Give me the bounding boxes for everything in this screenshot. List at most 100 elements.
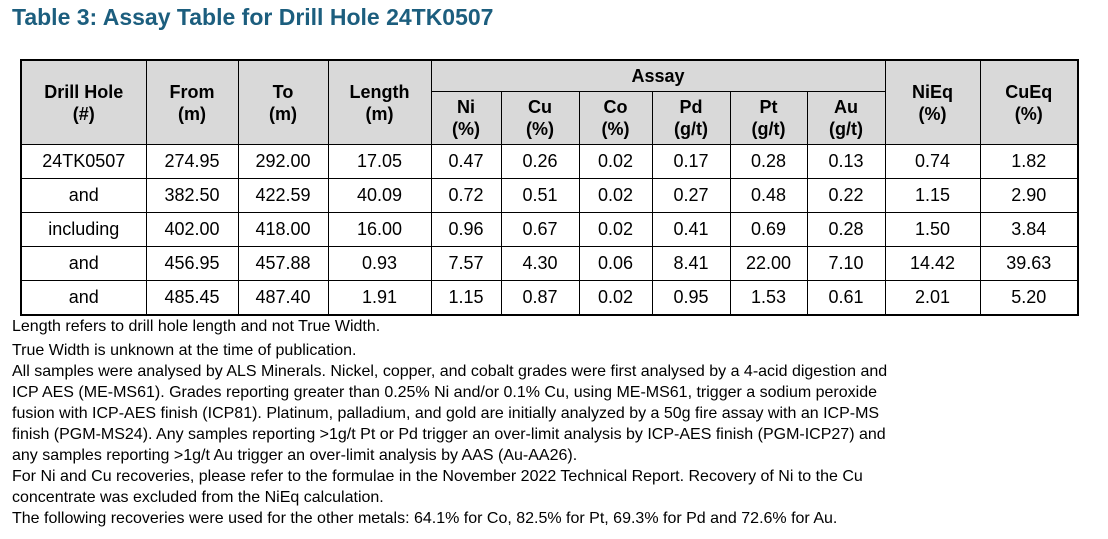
table-cell: 24TK0507: [20, 144, 147, 179]
footnotes: Length refers to drill hole length and n…: [12, 316, 887, 529]
header-line: Cu: [528, 97, 552, 117]
header-line: (g/t): [751, 119, 786, 139]
header-line: Length: [349, 81, 410, 102]
table-cell: 14.42: [884, 246, 981, 281]
header-line: (%): [918, 103, 947, 124]
header-line: Co: [603, 97, 628, 117]
table-cell: 7.10: [806, 246, 886, 281]
table-cell: 457.88: [237, 246, 329, 281]
table-cell: 0.13: [806, 144, 886, 179]
footnote-line: concentrate was excluded from the NiEq c…: [12, 489, 384, 506]
table-cell: 0.48: [729, 178, 808, 213]
table-row: and 485.45 487.40 1.91 1.15 0.87 0.02 0.95 1.53 0…: [20, 280, 1079, 316]
table-cell: 487.40: [237, 280, 329, 316]
table-cell: 0.87: [500, 280, 580, 316]
header-line: From: [169, 81, 215, 102]
header-line: (m): [365, 103, 394, 124]
header-line: To: [272, 81, 294, 102]
header-line: (g/t): [674, 119, 708, 139]
table-cell: 0.27: [651, 178, 731, 213]
table-cell: 5.20: [979, 280, 1079, 316]
table-cell: 0.02: [578, 178, 653, 213]
header-row: Drill Hole (#) From (m) To (m) Length (m) Assay N…: [20, 59, 1079, 145]
table-cell: 402.00: [145, 212, 239, 247]
header-line: (m): [178, 103, 206, 124]
table-cell: and: [20, 246, 147, 281]
table-cell: 0.67: [500, 212, 580, 247]
header-line: (%): [452, 119, 480, 139]
table-cell: 0.51: [500, 178, 580, 213]
table-cell: 1.15: [884, 178, 981, 213]
table-cell: 0.41: [651, 212, 731, 247]
header-line: (#): [72, 103, 95, 124]
table-cell: 0.02: [578, 280, 653, 316]
table-cell: 0.06: [578, 246, 653, 281]
table-cell: and: [20, 280, 147, 316]
column-header: CuEq (%): [979, 59, 1079, 145]
table-cell: 0.95: [651, 280, 731, 316]
footnote-line: All samples were analysed by ALS Mineral…: [12, 363, 888, 380]
table-cell: 0.69: [729, 212, 808, 247]
footnote-line: fusion with ICP-AES finish (ICP81). Plat…: [12, 405, 880, 422]
column-header: Cu (%): [500, 91, 580, 145]
table-cell: 418.00: [237, 212, 329, 247]
table-cell: 274.95: [145, 144, 239, 179]
column-header: NiEq (%): [884, 59, 981, 145]
table-cell: 0.61: [806, 280, 886, 316]
table-cell: 1.50: [884, 212, 981, 247]
table-cell: 1.82: [979, 144, 1079, 179]
table-cell: 1.53: [729, 280, 808, 316]
column-header: Length (m): [327, 59, 432, 145]
footnote-line: Length refers to drill hole length and n…: [12, 318, 381, 335]
table-cell: 1.15: [430, 280, 502, 316]
footnote-line: any samples reporting >1g/t Au trigger a…: [12, 447, 578, 464]
table-cell: 4.30: [500, 246, 580, 281]
table-cell: and: [20, 178, 147, 213]
footnote-line: finish (PGM-MS24). Any samples reporting…: [12, 426, 886, 443]
footnote-line: ICP AES (ME-MS61). Grades reporting grea…: [12, 384, 877, 401]
table-cell: 0.28: [806, 212, 886, 247]
header-line: CuEq: [1005, 81, 1053, 102]
column-header: Au (g/t): [806, 91, 886, 145]
column-header: Pt (g/t): [729, 91, 808, 145]
table-row: 24TK0507 274.95 292.00 17.05 0.47 0.26 0.02 0.1…: [20, 144, 1079, 179]
table-cell: including: [20, 212, 147, 247]
table-cell: 292.00: [237, 144, 329, 179]
header-line: Pt: [759, 97, 778, 117]
header-line: (%): [1014, 103, 1043, 124]
table-cell: 0.02: [578, 144, 653, 179]
table-cell: 0.02: [578, 212, 653, 247]
table-row: and 382.50 422.59 40.09 0.72 0.51 0.02 0.27 0.48…: [20, 178, 1079, 213]
table-row: including 402.00 418.00 16.00 0.96 0.67 0.02 0.…: [20, 212, 1079, 247]
header-line: (m): [269, 103, 297, 124]
table-title: Table 3: Assay Table for Drill Hole 24TK…: [12, 4, 494, 30]
table-cell: 0.28: [729, 144, 808, 179]
table-cell: 422.59: [237, 178, 329, 213]
header-line: (g/t): [829, 119, 864, 139]
table-cell: 40.09: [327, 178, 432, 213]
table-cell: 2.01: [884, 280, 981, 316]
column-header: Pd (g/t): [651, 91, 731, 145]
table-cell: 0.74: [884, 144, 981, 179]
table-cell: 456.95: [145, 246, 239, 281]
footnote-line: For Ni and Cu recoveries, please refer t…: [12, 468, 863, 485]
table-cell: 16.00: [327, 212, 432, 247]
header-line: Drill Hole: [44, 81, 124, 102]
footnote-line: The following recoveries were used for t…: [12, 510, 838, 527]
assay-table: Drill Hole (#) From (m) To (m) Length (m) Assay N…: [20, 59, 1080, 316]
column-header: From (m): [145, 59, 239, 145]
header-line: Ni: [457, 97, 475, 117]
header-line: NiEq: [912, 81, 954, 102]
table-cell: 485.45: [145, 280, 239, 316]
table-cell: 39.63: [979, 246, 1079, 281]
table-cell: 0.96: [430, 212, 502, 247]
table-cell: 1.91: [327, 280, 432, 316]
table-cell: 0.26: [500, 144, 580, 179]
column-header: Ni (%): [430, 91, 502, 145]
column-header: Drill Hole (#): [20, 59, 147, 145]
table-cell: 8.41: [651, 246, 731, 281]
header-row: Ni (%) Cu (%) Co (%) Pd (g/t) Pt (g/t) Au (g/t): [21, 91, 1078, 145]
group-header: Assay: [430, 59, 886, 92]
table-cell: 17.05: [327, 144, 432, 179]
